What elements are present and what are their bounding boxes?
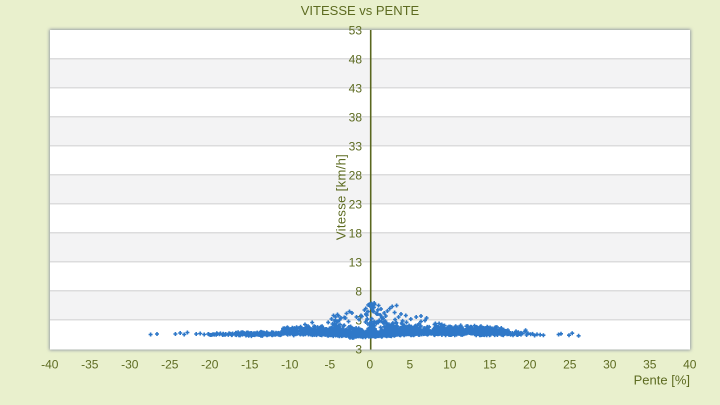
- svg-text:25: 25: [563, 357, 577, 371]
- svg-text:48: 48: [349, 52, 363, 66]
- svg-text:40: 40: [683, 357, 697, 371]
- svg-text:3: 3: [355, 342, 362, 356]
- svg-text:8: 8: [355, 284, 362, 298]
- svg-text:15: 15: [483, 357, 497, 371]
- svg-text:10: 10: [443, 357, 457, 371]
- svg-text:Pente [%]: Pente [%]: [634, 372, 690, 387]
- svg-text:-35: -35: [81, 357, 99, 371]
- svg-text:5: 5: [406, 357, 413, 371]
- svg-text:Vitesse [km/h]: Vitesse [km/h]: [334, 154, 349, 240]
- svg-text:35: 35: [643, 357, 657, 371]
- svg-text:-30: -30: [121, 357, 139, 371]
- svg-text:53: 53: [349, 23, 363, 37]
- svg-text:VITESSE vs PENTE: VITESSE vs PENTE: [301, 3, 420, 18]
- svg-text:0: 0: [366, 357, 373, 371]
- svg-text:-10: -10: [281, 357, 299, 371]
- svg-text:23: 23: [349, 197, 363, 211]
- svg-text:28: 28: [349, 168, 363, 182]
- svg-text:-40: -40: [41, 357, 59, 371]
- svg-text:-25: -25: [161, 357, 179, 371]
- svg-text:13: 13: [349, 255, 363, 269]
- svg-text:-15: -15: [241, 357, 259, 371]
- svg-text:33: 33: [349, 139, 363, 153]
- svg-text:-5: -5: [324, 357, 335, 371]
- svg-text:20: 20: [523, 357, 537, 371]
- svg-text:-20: -20: [201, 357, 219, 371]
- svg-text:38: 38: [349, 110, 363, 124]
- svg-text:18: 18: [349, 226, 363, 240]
- svg-text:43: 43: [349, 81, 363, 95]
- svg-text:30: 30: [603, 357, 617, 371]
